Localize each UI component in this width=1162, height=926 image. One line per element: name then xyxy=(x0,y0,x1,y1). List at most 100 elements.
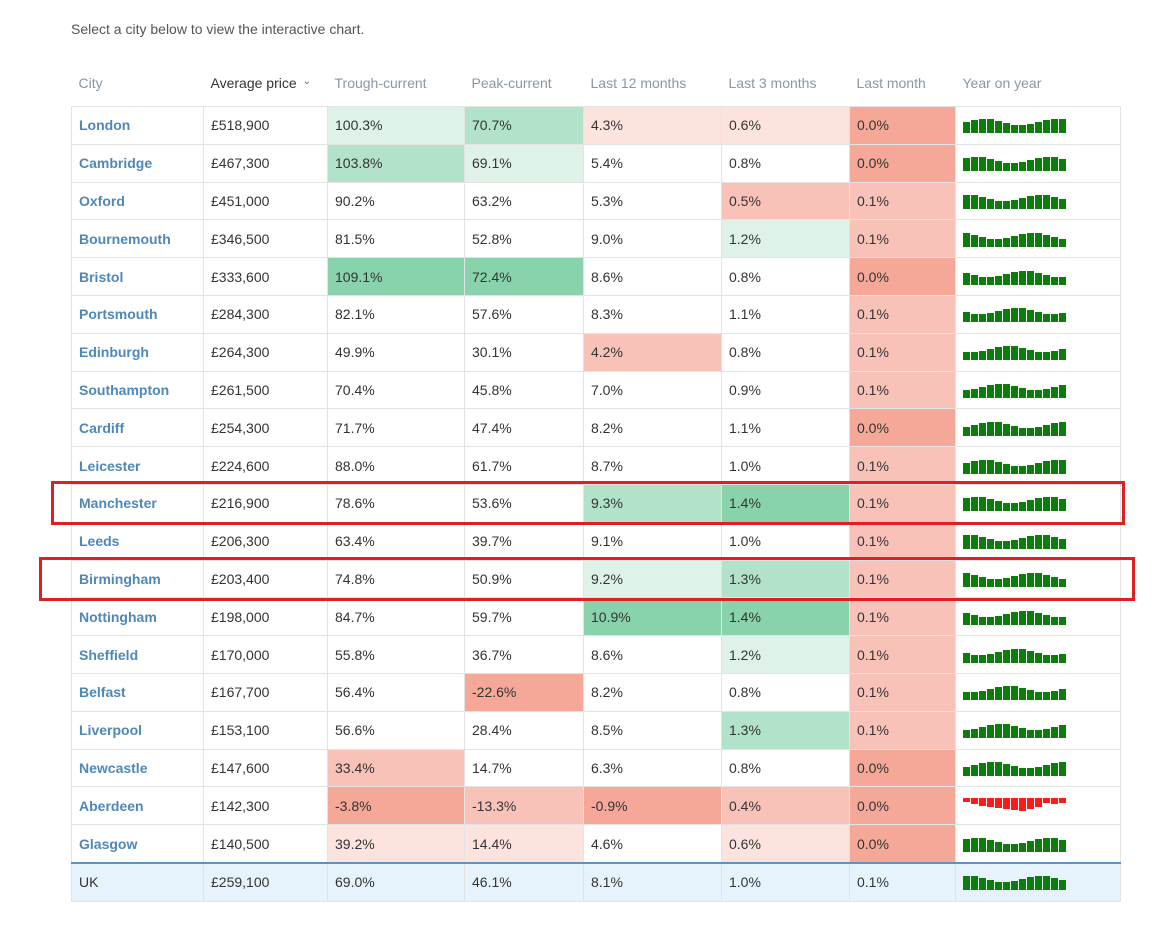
city-cell[interactable]: Oxford xyxy=(71,181,204,221)
table-row[interactable]: Belfast £167,700 56.4% -22.6% 8.2% 0.8% 0.1% xyxy=(71,672,1121,712)
city-link[interactable]: London xyxy=(79,117,131,134)
year-on-year-sparkline[interactable] xyxy=(963,420,1120,436)
sparkline-bar xyxy=(979,497,986,512)
table-row[interactable]: Sheffield £170,000 55.8% 36.7% 8.6% 1.2% 0.1% xyxy=(71,635,1121,674)
table-row[interactable]: Oxford £451,000 90.2% 63.2% 5.3% 0.5% 0.1% xyxy=(71,181,1121,221)
city-link[interactable]: Birmingham xyxy=(79,570,161,587)
table-row[interactable]: Bournemouth £346,500 81.5% 52.8% 9.0% 1.2% 0.1… xyxy=(71,219,1121,259)
city-cell[interactable]: Belfast xyxy=(71,672,204,712)
city-cell[interactable]: Portsmouth xyxy=(71,294,204,334)
sparkline-bar xyxy=(963,652,970,663)
city-link[interactable]: Cambridge xyxy=(79,155,153,172)
year-on-year-sparkline[interactable] xyxy=(963,797,1120,814)
year-on-year-sparkline[interactable] xyxy=(963,269,1120,285)
city-link[interactable]: Portsmouth xyxy=(79,306,158,323)
sparkline-bar xyxy=(979,762,986,776)
city-cell[interactable]: Southampton xyxy=(71,370,204,410)
table-row[interactable]: Southampton £261,500 70.4% 45.8% 7.0% 0.9% 0.1… xyxy=(71,370,1121,410)
year-on-year-sparkline[interactable] xyxy=(963,193,1120,209)
city-cell[interactable]: Newcastle xyxy=(71,748,204,788)
city-link[interactable]: Oxford xyxy=(79,192,125,209)
table-row[interactable]: London £518,900 100.3% 70.7% 4.3% 0.6% 0.0% xyxy=(71,106,1121,145)
col-header-last-month[interactable]: Last month xyxy=(850,60,956,107)
city-link[interactable]: Bournemouth xyxy=(79,230,171,247)
col-header-peak-current[interactable]: Peak-current xyxy=(465,60,584,107)
year-on-year-sparkline[interactable] xyxy=(963,155,1120,172)
year-on-year-sparkline[interactable] xyxy=(963,760,1120,776)
table-row[interactable]: Portsmouth £284,300 82.1% 57.6% 8.3% 1.1% 0.1% xyxy=(71,294,1121,334)
city-link[interactable]: Leicester xyxy=(79,457,141,474)
col-header-average-price[interactable]: Average price ⌄ xyxy=(204,60,328,107)
year-on-year-sparkline[interactable] xyxy=(963,117,1120,134)
city-cell[interactable]: Leeds xyxy=(71,521,204,561)
city-link[interactable]: Belfast xyxy=(79,684,126,701)
year-on-year-sparkline[interactable] xyxy=(963,231,1120,247)
table-row[interactable]: Aberdeen £142,300 -3.8% -13.3% -0.9% 0.4% 0.0% xyxy=(71,786,1121,826)
year-on-year-sparkline[interactable] xyxy=(963,571,1120,587)
city-link[interactable]: Liverpool xyxy=(79,722,143,739)
last-3-months-cell: 1.0% xyxy=(721,861,850,902)
city-cell[interactable]: Aberdeen xyxy=(71,786,204,826)
sparkline-bar xyxy=(1059,578,1066,587)
table-row[interactable]: Nottingham £198,000 84.7% 59.7% 10.9% 1.4% 0.1… xyxy=(71,597,1121,637)
table-row[interactable]: Glasgow £140,500 39.2% 14.4% 4.6% 0.6% 0.0% xyxy=(71,824,1121,864)
total-row[interactable]: UK £259,100 69.0% 46.1% 8.1% 1.0% 0.1% xyxy=(71,861,1121,902)
city-link[interactable]: Newcastle xyxy=(79,759,148,776)
city-link[interactable]: Nottingham xyxy=(79,608,157,625)
city-cell[interactable]: Cambridge xyxy=(71,143,204,183)
sparkline-bar xyxy=(1043,234,1050,247)
city-cell[interactable]: Liverpool xyxy=(71,710,204,750)
table-row[interactable]: Manchester £216,900 78.6% 53.6% 9.3% 1.4% 0.1% xyxy=(71,483,1121,523)
col-header-trough-current[interactable]: Trough-current xyxy=(328,60,465,107)
city-link[interactable]: Manchester xyxy=(79,495,157,512)
year-on-year-sparkline[interactable] xyxy=(963,344,1120,361)
city-link[interactable]: Aberdeen xyxy=(79,797,144,814)
year-on-year-sparkline[interactable] xyxy=(963,495,1120,512)
table-row[interactable]: Bristol £333,600 109.1% 72.4% 8.6% 0.8% 0.0% xyxy=(71,257,1121,296)
city-cell[interactable]: Bournemouth xyxy=(71,219,204,259)
city-cell[interactable]: Cardiff xyxy=(71,408,204,448)
table-row[interactable]: Edinburgh £264,300 49.9% 30.1% 4.2% 0.8% 0.1% xyxy=(71,332,1121,372)
table-row[interactable]: Liverpool £153,100 56.6% 28.4% 8.5% 1.3% 0.1% xyxy=(71,710,1121,750)
table-row[interactable]: Newcastle £147,600 33.4% 14.7% 6.3% 0.8% 0.0% xyxy=(71,748,1121,788)
sparkline-bar xyxy=(1043,764,1050,776)
city-cell[interactable]: Birmingham xyxy=(71,559,204,599)
col-header-last-3-months[interactable]: Last 3 months xyxy=(722,60,850,107)
year-on-year-sparkline[interactable] xyxy=(963,609,1120,625)
city-link[interactable]: Edinburgh xyxy=(79,344,149,361)
year-on-year-sparkline[interactable] xyxy=(963,382,1120,398)
table-row[interactable]: Leicester £224,600 88.0% 61.7% 8.7% 1.0% 0.1% xyxy=(71,446,1121,485)
city-cell[interactable]: Sheffield xyxy=(71,635,204,674)
average-price-cell: £140,500 xyxy=(203,824,328,864)
year-on-year-sparkline[interactable] xyxy=(963,722,1120,739)
year-on-year-sparkline[interactable] xyxy=(963,306,1120,323)
city-link[interactable]: Bristol xyxy=(79,268,124,285)
city-link[interactable]: Sheffield xyxy=(79,646,139,663)
year-on-year-sparkline[interactable] xyxy=(963,647,1120,663)
year-on-year-sparkline[interactable] xyxy=(963,684,1120,701)
table-row[interactable]: Birmingham £203,400 74.8% 50.9% 9.2% 1.3% 0.1% xyxy=(71,559,1121,599)
city-link[interactable]: Leeds xyxy=(79,533,120,550)
city-cell[interactable]: Leicester xyxy=(71,446,204,485)
year-on-year-sparkline[interactable] xyxy=(963,533,1120,550)
city-cell[interactable]: Manchester xyxy=(71,483,204,523)
city-link[interactable]: Southampton xyxy=(79,381,170,398)
year-on-year-sparkline[interactable] xyxy=(963,458,1120,474)
table-row[interactable]: Cambridge £467,300 103.8% 69.1% 5.4% 0.8% 0.0% xyxy=(71,143,1121,183)
table-row[interactable]: Leeds £206,300 63.4% 39.7% 9.1% 1.0% 0.1% xyxy=(71,521,1121,561)
last-month-cell: 0.1% xyxy=(849,559,956,599)
city-cell[interactable]: London xyxy=(71,106,204,145)
col-header-year-on-year[interactable]: Year on year xyxy=(956,60,1121,107)
year-on-year-sparkline[interactable] xyxy=(963,874,1120,891)
last-12-months-cell: -0.9% xyxy=(583,786,722,826)
city-cell[interactable]: Nottingham xyxy=(71,597,204,637)
city-cell[interactable]: Edinburgh xyxy=(71,332,204,372)
col-header-city[interactable]: City xyxy=(72,60,204,107)
city-cell[interactable]: Glasgow xyxy=(71,824,204,864)
city-cell[interactable]: Bristol xyxy=(71,257,204,296)
col-header-last-12-months[interactable]: Last 12 months xyxy=(584,60,722,107)
year-on-year-sparkline[interactable] xyxy=(963,836,1120,852)
city-link[interactable]: Glasgow xyxy=(79,835,138,852)
city-link[interactable]: Cardiff xyxy=(79,419,125,436)
table-row[interactable]: Cardiff £254,300 71.7% 47.4% 8.2% 1.1% 0.0% xyxy=(71,408,1121,448)
